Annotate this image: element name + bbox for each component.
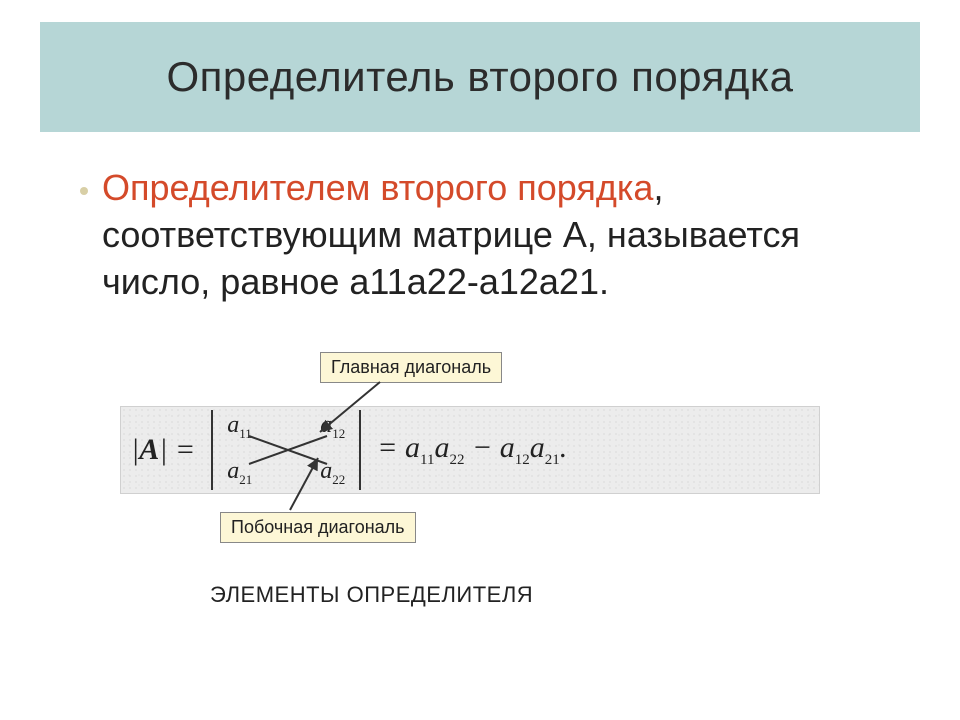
rhs-eq: = [377, 431, 405, 464]
bullet-emphasis: Определителем второго порядка [102, 167, 653, 208]
rhs-a21-base: a [530, 431, 545, 464]
cell-a22: a22 [320, 458, 345, 488]
bullet-text: Определителем второго порядка, соответст… [102, 165, 880, 305]
bullet-row: Определителем второго порядка, соответст… [80, 165, 880, 305]
rhs-a21-sub: 21 [545, 452, 560, 468]
slide-title: Определитель второго порядка [167, 53, 794, 101]
bullet-dot-icon [80, 187, 88, 195]
rhs-a11-sub: 11 [420, 452, 434, 468]
cell-a12: a12 [320, 412, 345, 442]
rhs-a22-sub: 22 [449, 452, 464, 468]
bar-right-eq: | = [159, 433, 195, 466]
title-bar: Определитель второго порядка [40, 22, 920, 132]
a22-base: a [320, 458, 332, 484]
rhs-a22-base: a [434, 431, 449, 464]
side-diagonal-label: Побочная диагональ [220, 512, 416, 543]
determinant-diagram: Главная диагональ |A| = a11 a12 a21 a22 … [120, 352, 860, 582]
a22-sub: 22 [332, 472, 345, 487]
a11-sub: 11 [239, 426, 252, 441]
rhs-a12-base: a [500, 431, 515, 464]
main-diagonal-label: Главная диагональ [320, 352, 502, 383]
equation-strip: |A| = a11 a12 a21 a22 = a11a22 − a12a21. [120, 406, 820, 494]
rhs-minus: − [464, 431, 499, 464]
determinant-matrix: a11 a12 a21 a22 [211, 410, 361, 490]
body: Определителем второго порядка, соответст… [80, 165, 880, 305]
slide: Определитель второго порядка Определител… [0, 0, 960, 720]
cell-a11: a11 [227, 412, 252, 442]
elements-caption: ЭЛЕМЕНТЫ ОПРЕДЕЛИТЕЛЯ [210, 582, 533, 608]
rhs-a11-base: a [405, 431, 420, 464]
rhs-period: . [560, 431, 568, 464]
a21-base: a [227, 458, 239, 484]
lhs: |A| = [121, 433, 205, 467]
a11-base: a [227, 412, 239, 438]
rhs: = a11a22 − a12a21. [367, 431, 577, 469]
rhs-a12-sub: 12 [515, 452, 530, 468]
cell-a21: a21 [227, 458, 252, 488]
a12-base: a [320, 412, 332, 438]
bar-left: | [131, 433, 139, 466]
matrix-A: A [139, 433, 159, 466]
a21-sub: 21 [239, 472, 252, 487]
a12-sub: 12 [332, 426, 345, 441]
